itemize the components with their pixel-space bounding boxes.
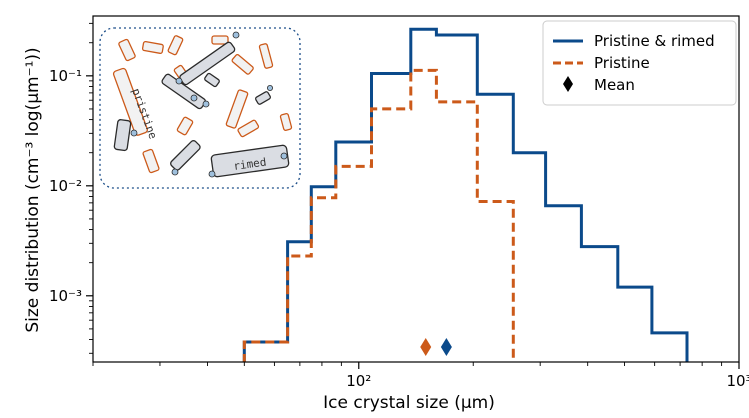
y-axis-label: Size distribution (cm⁻³ log(µm⁻¹)) [23,47,43,332]
y-tick-label: 10⁻³ [49,287,82,305]
mean-marker-pristine [420,338,432,356]
axes-layer: 10² 10³ 10⁻³ 10⁻² 10⁻¹ [49,15,749,390]
pristine-crystal [112,67,149,136]
pristine-crystal [225,89,249,129]
x-tick-label: 10² [346,372,371,390]
pristine-crystal [211,35,229,45]
plot-frame [92,15,740,363]
pristine-crystal [237,119,260,138]
rime-particle [232,31,240,39]
rimed-crystal [113,119,132,152]
pristine-crystal [176,116,194,136]
legend-label-mean: Mean [594,76,635,94]
rime-particle [130,129,138,137]
pristine-crystal [231,54,254,75]
plot-layer [242,27,689,362]
x-tick-label: 10³ [726,372,749,390]
pristine-crystal [279,113,293,131]
legend-label-pristine-rimed: Pristine & rimed [594,32,715,50]
rime-particle [280,152,288,160]
series-line-pristine [242,68,515,362]
crystal-group: pristine rimed [112,31,293,178]
mean-marker-pristine-rimed [440,338,452,356]
rime-particle [190,94,198,102]
pristine-crystal [141,40,164,54]
y-tick-label: 10⁻² [49,177,82,195]
legend-label-pristine: Pristine [594,54,650,72]
ice-crystal-inset: pristine rimed [99,27,301,189]
rime-particle [202,100,210,108]
rimed-crystal [204,72,220,88]
legend-box [542,20,737,106]
legend-swatch-mean [563,76,573,92]
rime-particle [175,77,183,85]
pristine-crystal [258,43,274,69]
rimed-crystal [255,91,271,105]
rime-particle [171,168,179,176]
y-tick-label: 10⁻¹ [49,67,82,85]
x-axis-label: Ice crystal size (µm) [323,393,495,413]
rime-particle [266,85,273,92]
inset-frame [99,27,301,189]
legend: Pristine & rimed Pristine Mean [542,20,737,106]
pristine-crystal [118,38,136,62]
rime-particle [208,170,216,178]
inset-label-rimed: rimed [233,155,268,172]
pristine-crystal [142,148,160,174]
rimed-crystal [210,144,290,178]
rimed-crystal [170,140,201,171]
pristine-crystal [167,35,184,56]
